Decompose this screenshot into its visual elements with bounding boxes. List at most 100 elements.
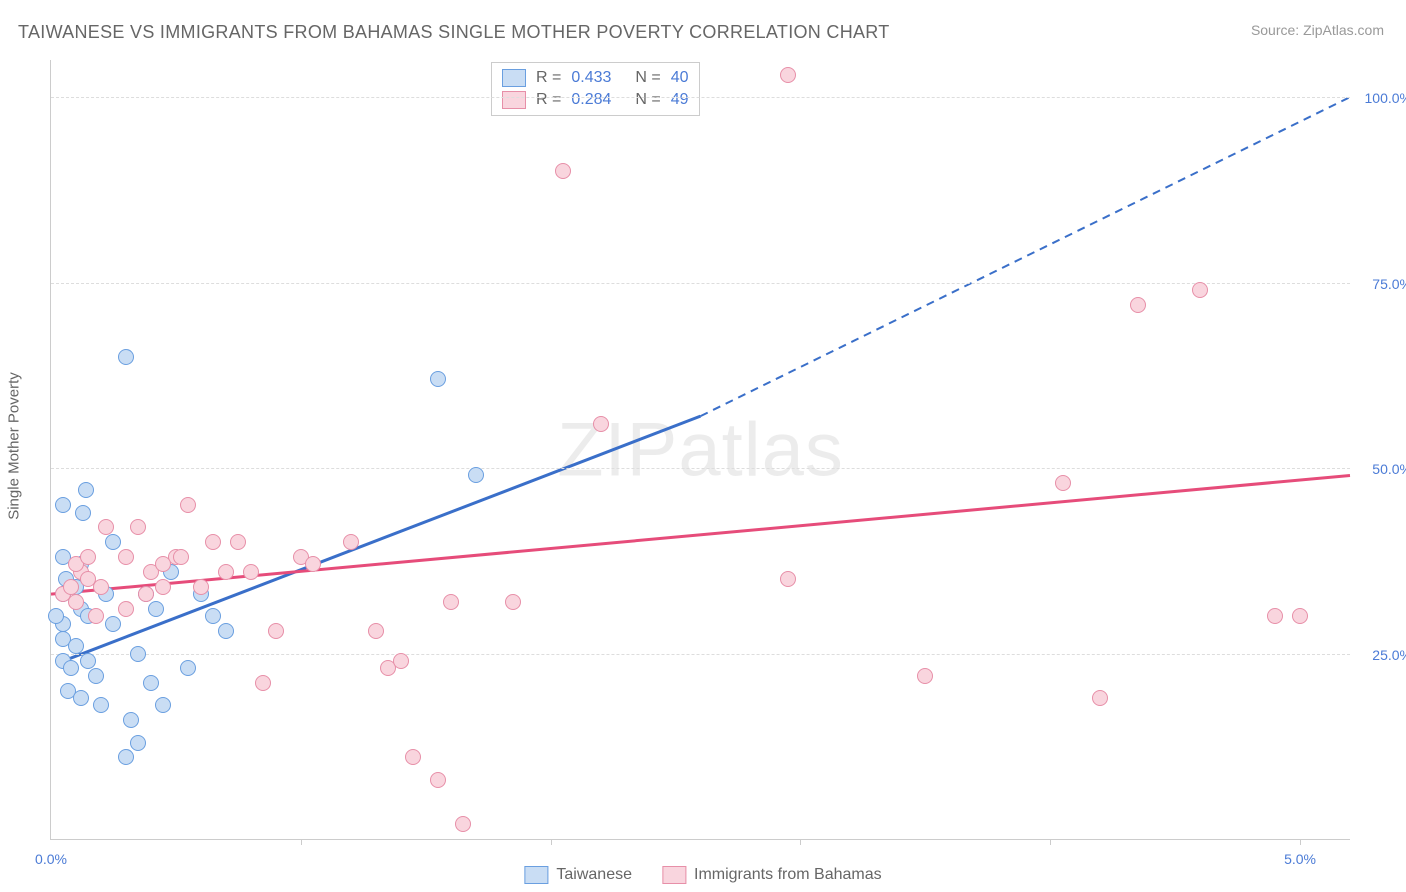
- y-tick-label: 75.0%: [1372, 276, 1406, 292]
- scatter-point: [105, 616, 121, 632]
- x-tick: [1050, 839, 1051, 845]
- scatter-point: [468, 467, 484, 483]
- scatter-point: [1267, 608, 1283, 624]
- scatter-point: [75, 505, 91, 521]
- stats-row-1: R = 0.433 N = 40: [502, 67, 689, 89]
- scatter-point: [368, 623, 384, 639]
- scatter-point: [555, 163, 571, 179]
- scatter-point: [93, 697, 109, 713]
- scatter-point: [88, 608, 104, 624]
- scatter-point: [130, 646, 146, 662]
- r-label: R =: [536, 69, 561, 87]
- x-tick: [1300, 839, 1301, 845]
- y-tick-label: 100.0%: [1365, 90, 1406, 106]
- scatter-point: [118, 549, 134, 565]
- scatter-point: [130, 519, 146, 535]
- scatter-point: [180, 497, 196, 513]
- scatter-point: [55, 497, 71, 513]
- stats-row-2: R = 0.284 N = 49: [502, 89, 689, 111]
- n-value-1: 40: [671, 69, 689, 87]
- scatter-point: [148, 601, 164, 617]
- legend-label-2: Immigrants from Bahamas: [694, 866, 882, 884]
- scatter-point: [917, 668, 933, 684]
- bottom-legend: Taiwanese Immigrants from Bahamas: [524, 866, 881, 884]
- n-value-2: 49: [671, 91, 689, 109]
- x-min-label: 0.0%: [35, 851, 67, 867]
- legend-item-1: Taiwanese: [524, 866, 632, 884]
- scatter-point: [193, 579, 209, 595]
- swatch-series-1: [524, 866, 548, 884]
- scatter-point: [155, 579, 171, 595]
- scatter-point: [173, 549, 189, 565]
- scatter-point: [98, 519, 114, 535]
- swatch-series-2: [502, 91, 526, 109]
- scatter-point: [1292, 608, 1308, 624]
- chart-title: TAIWANESE VS IMMIGRANTS FROM BAHAMAS SIN…: [18, 22, 890, 43]
- scatter-point: [218, 564, 234, 580]
- trend-lines: [51, 60, 1350, 839]
- scatter-point: [405, 749, 421, 765]
- scatter-point: [780, 67, 796, 83]
- plot-area: ZIPatlas R = 0.433 N = 40 R = 0.284 N = …: [50, 60, 1350, 840]
- scatter-point: [255, 675, 271, 691]
- scatter-point: [780, 571, 796, 587]
- scatter-point: [143, 675, 159, 691]
- scatter-point: [1055, 475, 1071, 491]
- scatter-point: [1092, 690, 1108, 706]
- scatter-point: [230, 534, 246, 550]
- scatter-point: [218, 623, 234, 639]
- scatter-point: [268, 623, 284, 639]
- scatter-point: [80, 549, 96, 565]
- grid-line: 75.0%: [51, 283, 1350, 284]
- scatter-point: [155, 556, 171, 572]
- scatter-point: [63, 660, 79, 676]
- x-max-label: 5.0%: [1284, 851, 1316, 867]
- swatch-series-1: [502, 69, 526, 87]
- scatter-point: [1130, 297, 1146, 313]
- r-value-2: 0.284: [571, 91, 611, 109]
- chart-container: TAIWANESE VS IMMIGRANTS FROM BAHAMAS SIN…: [0, 0, 1406, 892]
- scatter-point: [68, 594, 84, 610]
- scatter-point: [93, 579, 109, 595]
- scatter-point: [205, 608, 221, 624]
- legend-item-2: Immigrants from Bahamas: [662, 866, 882, 884]
- y-tick-label: 50.0%: [1372, 461, 1406, 477]
- scatter-point: [430, 772, 446, 788]
- scatter-point: [123, 712, 139, 728]
- scatter-point: [118, 349, 134, 365]
- source-label: Source: ZipAtlas.com: [1251, 22, 1384, 38]
- scatter-point: [138, 586, 154, 602]
- grid-line: 50.0%: [51, 468, 1350, 469]
- scatter-point: [105, 534, 121, 550]
- scatter-point: [180, 660, 196, 676]
- r-value-1: 0.433: [571, 69, 611, 87]
- scatter-point: [80, 653, 96, 669]
- grid-line: 100.0%: [51, 97, 1350, 98]
- scatter-point: [63, 579, 79, 595]
- scatter-point: [243, 564, 259, 580]
- x-tick: [800, 839, 801, 845]
- scatter-point: [78, 482, 94, 498]
- scatter-point: [393, 653, 409, 669]
- scatter-point: [68, 638, 84, 654]
- scatter-point: [430, 371, 446, 387]
- scatter-point: [118, 601, 134, 617]
- legend-label-1: Taiwanese: [556, 866, 632, 884]
- scatter-point: [88, 668, 104, 684]
- n-label: N =: [635, 91, 660, 109]
- scatter-point: [455, 816, 471, 832]
- scatter-point: [73, 690, 89, 706]
- scatter-point: [130, 735, 146, 751]
- scatter-point: [205, 534, 221, 550]
- y-tick-label: 25.0%: [1372, 647, 1406, 663]
- scatter-point: [305, 556, 321, 572]
- x-tick: [551, 839, 552, 845]
- n-label: N =: [635, 69, 660, 87]
- scatter-point: [155, 697, 171, 713]
- x-tick: [301, 839, 302, 845]
- scatter-point: [343, 534, 359, 550]
- scatter-point: [118, 749, 134, 765]
- scatter-point: [505, 594, 521, 610]
- grid-line: 25.0%: [51, 654, 1350, 655]
- scatter-point: [593, 416, 609, 432]
